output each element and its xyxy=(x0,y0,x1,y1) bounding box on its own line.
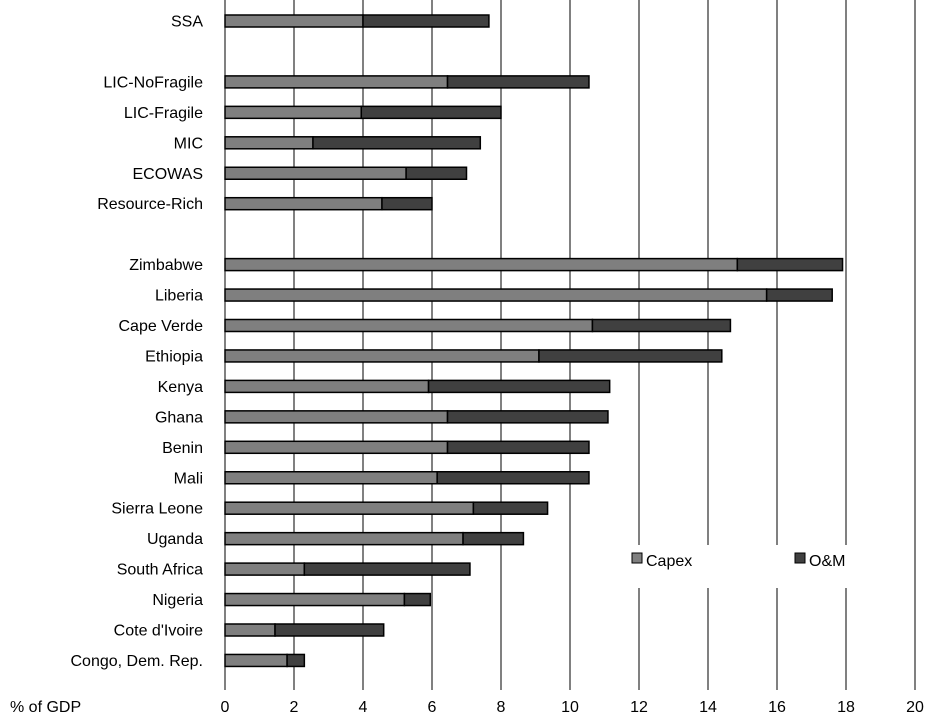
category-label: LIC-NoFragile xyxy=(103,74,203,91)
category-label: Benin xyxy=(162,440,203,457)
x-tick-label: 16 xyxy=(768,699,786,716)
category-label: MIC xyxy=(174,135,203,152)
bar-capex xyxy=(224,562,306,576)
category-label: Mali xyxy=(174,470,203,487)
category-label: South Africa xyxy=(117,562,203,579)
x-tick-label: 14 xyxy=(699,699,717,716)
bar-o-m xyxy=(303,562,471,576)
bar-capex xyxy=(224,75,449,89)
category-label: Ethiopia xyxy=(145,348,203,365)
bar-capex xyxy=(224,318,594,333)
category-label: Nigeria xyxy=(152,592,203,609)
bar-o-m xyxy=(472,501,549,515)
x-tick-label: 2 xyxy=(290,699,299,716)
legend-swatch-capex xyxy=(631,552,643,564)
bar-capex xyxy=(224,592,406,607)
x-tick-label: 0 xyxy=(221,699,230,716)
category-label: Uganda xyxy=(147,531,203,548)
category-labels: SSA LIC-NoFragile LIC-Fragile MIC ECOWAS Reso… xyxy=(70,14,203,670)
bar-capex xyxy=(224,531,464,546)
bar-o-m xyxy=(765,288,833,302)
bar-o-m xyxy=(446,75,590,89)
legend-label-capex: Capex xyxy=(646,553,692,570)
category-label: Congo, Dem. Rep. xyxy=(70,653,203,670)
bar-o-m xyxy=(462,531,525,546)
x-tick-labels: 0 2 4 6 8 10 12 14 16 18 20 xyxy=(221,699,924,716)
bar-capex xyxy=(224,501,475,515)
bar-capex xyxy=(224,349,540,363)
bar-capex xyxy=(224,14,364,28)
bar-o-m xyxy=(312,136,482,150)
bar-o-m xyxy=(427,379,611,394)
bar-o-m xyxy=(405,166,468,180)
category-label: ECOWAS xyxy=(132,166,203,183)
bar-o-m xyxy=(436,471,590,485)
bar-o-m xyxy=(736,257,844,272)
bar-capex xyxy=(224,166,407,180)
legend-label-om: O&M xyxy=(809,553,845,570)
bar-capex xyxy=(224,105,363,120)
category-label: Kenya xyxy=(158,379,203,396)
bars xyxy=(224,14,844,668)
bar-o-m xyxy=(381,196,433,211)
bar-capex xyxy=(224,653,288,668)
bar-capex xyxy=(224,288,768,302)
bar-o-m xyxy=(591,318,732,333)
bar-o-m xyxy=(446,410,609,424)
bar-o-m xyxy=(403,592,432,607)
category-label: Sierra Leone xyxy=(111,501,203,518)
bar-capex xyxy=(224,196,383,211)
bar-capex xyxy=(224,379,430,394)
legend: Capex O&M xyxy=(631,552,845,570)
x-tick-label: 12 xyxy=(630,699,648,716)
bar-capex xyxy=(224,136,314,150)
bar-capex xyxy=(224,410,449,424)
category-label: LIC-Fragile xyxy=(124,105,203,122)
category-label: Liberia xyxy=(155,288,203,305)
bar-o-m xyxy=(446,440,590,455)
category-label: Zimbabwe xyxy=(129,257,203,274)
category-label: SSA xyxy=(171,14,203,31)
bar-capex xyxy=(224,623,276,637)
bar-o-m xyxy=(274,623,385,637)
category-label: Cote d'Ivoire xyxy=(114,623,203,640)
bar-capex xyxy=(224,257,739,272)
category-label: Ghana xyxy=(155,409,203,426)
bar-o-m xyxy=(360,105,502,120)
x-tick-label: 20 xyxy=(906,699,924,716)
category-label: Resource-Rich xyxy=(97,196,203,213)
bar-o-m xyxy=(286,653,306,668)
grid-lines xyxy=(224,0,916,690)
x-tick-label: 10 xyxy=(561,699,579,716)
category-label: Cape Verde xyxy=(118,318,203,335)
x-tick-label: 4 xyxy=(359,699,368,716)
x-tick-label: 8 xyxy=(497,699,506,716)
bar-capex xyxy=(224,471,438,485)
legend-swatch-om xyxy=(794,552,806,564)
x-tick-label: 18 xyxy=(837,699,855,716)
x-tick-label: 6 xyxy=(428,699,437,716)
bar-capex xyxy=(224,440,449,455)
x-axis-title: % of GDP xyxy=(10,699,81,716)
bar-o-m xyxy=(362,14,490,28)
bar-o-m xyxy=(538,349,723,363)
